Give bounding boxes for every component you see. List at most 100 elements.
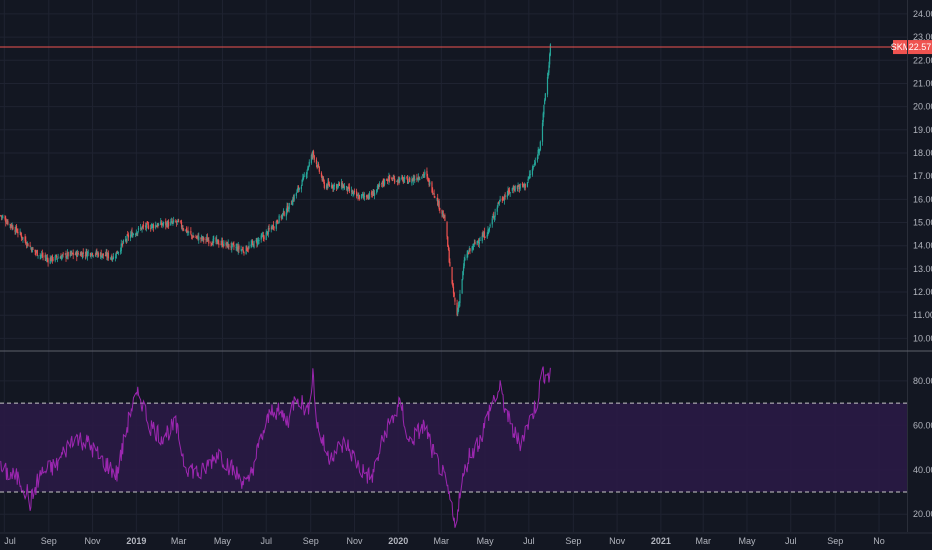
candle[interactable] bbox=[201, 234, 203, 242]
candle[interactable] bbox=[307, 165, 309, 171]
candle[interactable] bbox=[318, 165, 320, 174]
candle[interactable] bbox=[86, 250, 89, 261]
candle[interactable] bbox=[14, 226, 16, 235]
candle[interactable] bbox=[401, 174, 403, 181]
candle[interactable] bbox=[99, 251, 102, 260]
candle[interactable] bbox=[201, 236, 203, 241]
candle[interactable] bbox=[326, 183, 328, 191]
candle[interactable] bbox=[462, 263, 465, 276]
candle[interactable] bbox=[368, 191, 371, 200]
candle[interactable] bbox=[297, 185, 299, 193]
candle[interactable] bbox=[442, 210, 445, 219]
candle[interactable] bbox=[406, 175, 409, 184]
candle[interactable] bbox=[202, 235, 204, 242]
candle[interactable] bbox=[343, 184, 345, 188]
candle[interactable] bbox=[146, 221, 148, 224]
candle[interactable] bbox=[225, 240, 227, 249]
candle[interactable] bbox=[223, 240, 225, 247]
candle[interactable] bbox=[348, 183, 351, 194]
candle[interactable] bbox=[424, 169, 426, 178]
candle[interactable] bbox=[396, 180, 398, 182]
candle[interactable] bbox=[335, 183, 338, 191]
candle[interactable] bbox=[310, 153, 313, 165]
candle[interactable] bbox=[216, 235, 218, 245]
candle[interactable] bbox=[332, 183, 334, 192]
candle[interactable] bbox=[268, 224, 270, 232]
candle[interactable] bbox=[288, 202, 290, 213]
candle[interactable] bbox=[312, 150, 314, 160]
candle[interactable] bbox=[392, 174, 394, 181]
candle[interactable] bbox=[394, 175, 396, 185]
candle[interactable] bbox=[75, 250, 77, 257]
candle[interactable] bbox=[64, 253, 66, 255]
candle[interactable] bbox=[290, 200, 292, 205]
candle[interactable] bbox=[5, 218, 8, 225]
candle[interactable] bbox=[207, 237, 209, 242]
candle[interactable] bbox=[433, 189, 435, 198]
candle[interactable] bbox=[401, 175, 404, 182]
candle[interactable] bbox=[46, 254, 48, 263]
candle[interactable] bbox=[142, 224, 144, 229]
candle[interactable] bbox=[373, 190, 376, 200]
candle[interactable] bbox=[422, 171, 424, 178]
candle[interactable] bbox=[286, 202, 288, 215]
candle[interactable] bbox=[484, 236, 486, 238]
candle[interactable] bbox=[317, 162, 320, 168]
candle[interactable] bbox=[69, 250, 71, 258]
candle[interactable] bbox=[498, 201, 500, 205]
candle[interactable] bbox=[308, 159, 310, 168]
candle[interactable] bbox=[46, 254, 48, 263]
candle[interactable] bbox=[2, 214, 4, 219]
candle[interactable] bbox=[506, 190, 508, 200]
candle[interactable] bbox=[388, 172, 390, 185]
candle[interactable] bbox=[487, 226, 489, 236]
candle[interactable] bbox=[453, 291, 455, 298]
candle[interactable] bbox=[387, 176, 389, 182]
candle[interactable] bbox=[192, 232, 194, 238]
candle[interactable] bbox=[377, 184, 379, 189]
candle[interactable] bbox=[94, 252, 97, 257]
candle[interactable] bbox=[296, 188, 298, 194]
candle[interactable] bbox=[84, 251, 86, 260]
candle[interactable] bbox=[432, 187, 434, 196]
candle[interactable] bbox=[6, 219, 8, 225]
candle[interactable] bbox=[222, 243, 224, 249]
candle[interactable] bbox=[265, 229, 267, 241]
candle[interactable] bbox=[228, 244, 230, 250]
candle[interactable] bbox=[112, 252, 114, 260]
candle[interactable] bbox=[271, 226, 273, 230]
candle[interactable] bbox=[230, 242, 232, 251]
candle[interactable] bbox=[79, 251, 81, 257]
candle[interactable] bbox=[358, 192, 360, 199]
candle[interactable] bbox=[163, 221, 165, 227]
candle[interactable] bbox=[257, 237, 259, 247]
candle[interactable] bbox=[270, 224, 272, 233]
candle[interactable] bbox=[137, 226, 140, 233]
candle[interactable] bbox=[175, 220, 178, 227]
candle[interactable] bbox=[472, 243, 474, 250]
candle[interactable] bbox=[227, 239, 229, 249]
candle[interactable] bbox=[437, 193, 439, 207]
candle[interactable] bbox=[467, 251, 470, 255]
candle[interactable] bbox=[101, 255, 103, 260]
candle[interactable] bbox=[4, 215, 6, 221]
candle[interactable] bbox=[536, 154, 539, 163]
candle[interactable] bbox=[277, 219, 279, 225]
candle[interactable] bbox=[140, 223, 142, 231]
candle[interactable] bbox=[39, 252, 41, 260]
candle[interactable] bbox=[71, 252, 74, 255]
candle[interactable] bbox=[418, 176, 420, 181]
candle[interactable] bbox=[524, 183, 526, 191]
candle[interactable] bbox=[10, 222, 13, 229]
candle[interactable] bbox=[419, 177, 421, 181]
candle[interactable] bbox=[477, 240, 479, 244]
candle[interactable] bbox=[1, 215, 3, 221]
candle[interactable] bbox=[152, 223, 154, 229]
candle[interactable] bbox=[317, 161, 319, 168]
candle[interactable] bbox=[155, 221, 157, 230]
candle[interactable] bbox=[459, 289, 461, 307]
candle[interactable] bbox=[549, 43, 551, 57]
candle[interactable] bbox=[371, 190, 374, 198]
candle[interactable] bbox=[20, 232, 23, 242]
candle[interactable] bbox=[488, 228, 490, 235]
